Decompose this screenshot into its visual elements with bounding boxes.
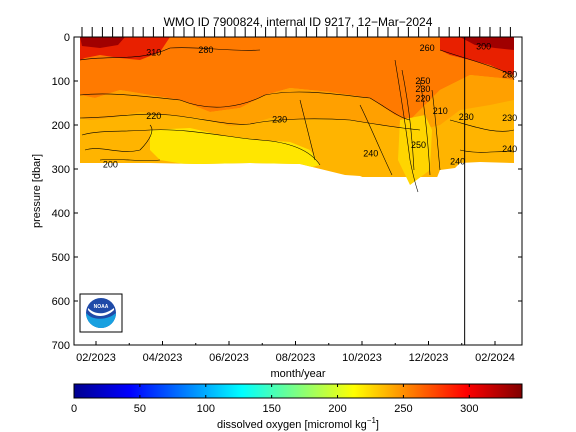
contour-label: 250: [415, 76, 430, 86]
contour-label: 230: [502, 113, 517, 123]
contour-label: 240: [363, 149, 378, 159]
contour-label: 230: [459, 112, 474, 122]
colorbar-tick-label: 100: [197, 403, 215, 415]
x-axis-label: month/year: [270, 368, 325, 380]
noaa-logo: NOAA: [79, 293, 123, 333]
profile-ticks: [81, 27, 511, 37]
contour-label: 280: [502, 69, 517, 79]
colorbar-label-end: ]: [376, 419, 379, 431]
colorbar-label: dissolved oxygen [micromol kg−1]: [217, 416, 379, 431]
y-axis-label: pressure [dbar]: [31, 154, 43, 228]
colorbar-label-main: dissolved oxygen [micromol kg: [217, 419, 367, 431]
y-tick-label: 100: [52, 76, 70, 88]
x-tick-label: 08/2023: [276, 352, 316, 364]
colorbar-tick-label: 0: [71, 403, 77, 415]
contour-label: 240: [450, 157, 465, 167]
y-tick-label: 600: [52, 296, 70, 308]
x-tick-label: 10/2023: [342, 352, 382, 364]
band-dark-red-left: [80, 37, 125, 48]
y-tick-label: 500: [52, 252, 70, 264]
x-tick-label: 12/2023: [409, 352, 449, 364]
y-tick-label: 700: [52, 340, 70, 352]
colorbar-tick-label: 150: [262, 403, 280, 415]
colorbar-ticks: 0 50 100 150 200 250 300: [71, 384, 478, 415]
colorbar-tick-label: 250: [394, 403, 412, 415]
contour-label: 300: [476, 42, 491, 52]
contour-label: 250: [411, 140, 426, 150]
contour-lines: [79, 47, 515, 193]
oxygen-field: [79, 37, 515, 193]
colorbar: [73, 383, 523, 399]
band-light-orange: [80, 75, 514, 130]
band-dark-red-right: [460, 37, 514, 50]
x-tick-label: 02/2024: [475, 352, 515, 364]
svg-text:NOAA: NOAA: [94, 304, 109, 310]
y-tick-label: 200: [52, 120, 70, 132]
contour-label: 280: [198, 45, 213, 55]
y-tick-label: 400: [52, 208, 70, 220]
y-axis: 0 100 200 300 400 500 600 700: [52, 32, 522, 352]
x-tick-label: 06/2023: [209, 352, 249, 364]
contour-label: 240: [502, 144, 517, 154]
band-upper-orange: [80, 37, 514, 120]
y-tick-label: 300: [52, 164, 70, 176]
contour-label: 260: [420, 43, 435, 53]
contour-label: 230: [415, 84, 430, 94]
contour-label: 230: [272, 115, 287, 125]
contour-label: 200: [103, 160, 118, 170]
y-tick-label: 0: [64, 32, 70, 44]
band-yellow: [150, 128, 320, 172]
colorbar-label-sup: −1: [367, 416, 377, 425]
x-axis: 02/2023 04/2023 06/2023 08/2023 10/2023 12/20…: [76, 341, 515, 364]
colorbar-tick-label: 50: [134, 403, 146, 415]
contour-label: 220: [146, 111, 161, 121]
plot-frame: [73, 36, 523, 346]
colorbar-tick-label: 200: [328, 403, 346, 415]
contour-label: 220: [415, 94, 430, 104]
colorbar-tick-label: 300: [460, 403, 478, 415]
contour-label: 310: [146, 47, 161, 57]
x-tick-label: 02/2023: [76, 352, 116, 364]
chart-title: WMO ID 7900824, internal ID 9217, 12−Mar…: [164, 15, 433, 29]
x-tick-label: 04/2023: [143, 352, 183, 364]
contour-label: 210: [433, 106, 448, 116]
